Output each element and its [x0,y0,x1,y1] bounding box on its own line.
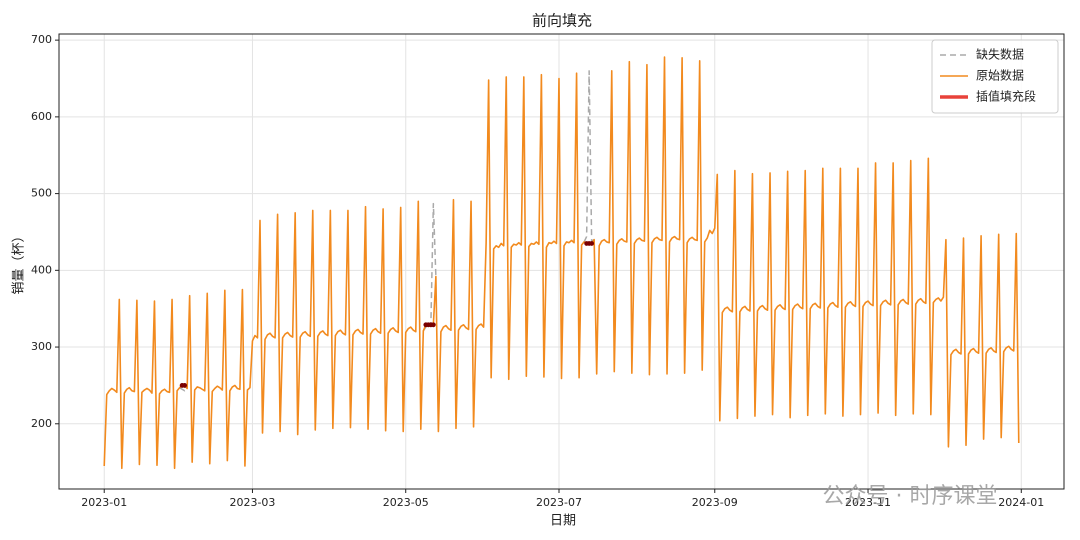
y-tick-label: 500 [31,187,52,200]
y-axis-label: 销量（杯） [12,229,27,294]
y-tick-label: 600 [31,110,52,123]
x-tick-label: 2024-01 [998,496,1044,509]
legend-label: 原始数据 [976,68,1024,83]
fill-point [430,322,436,328]
y-tick-label: 400 [31,263,52,276]
y-tick-label: 700 [31,33,52,46]
y-tick-label: 300 [31,340,52,353]
legend-label: 缺失数据 [976,47,1024,62]
plot-area [103,56,1020,470]
ticks: 200 300 400 500 600 700 2023-01 2023-03 2023-05 2… [31,33,1044,509]
x-tick-label: 2023-01 [81,496,127,509]
watermark: 公众号 · 时序课堂 [823,484,998,509]
fill-point [589,241,595,246]
fill-point [182,383,188,388]
x-tick-label: 2023-03 [229,496,275,509]
legend-box [931,39,1059,114]
series-line [103,56,1020,470]
y-tick-label: 200 [31,417,52,430]
legend-label: 插值填充段 [976,89,1036,104]
chart-title: 前向填充 [532,12,592,30]
x-tick-label: 2023-07 [536,496,582,509]
x-axis-label: 日期 [550,514,576,529]
x-tick-label: 2023-11 [845,496,891,509]
axes-frame [58,33,1065,490]
x-tick-label: 2023-09 [692,496,738,509]
x-tick-label: 2023-05 [383,496,429,509]
